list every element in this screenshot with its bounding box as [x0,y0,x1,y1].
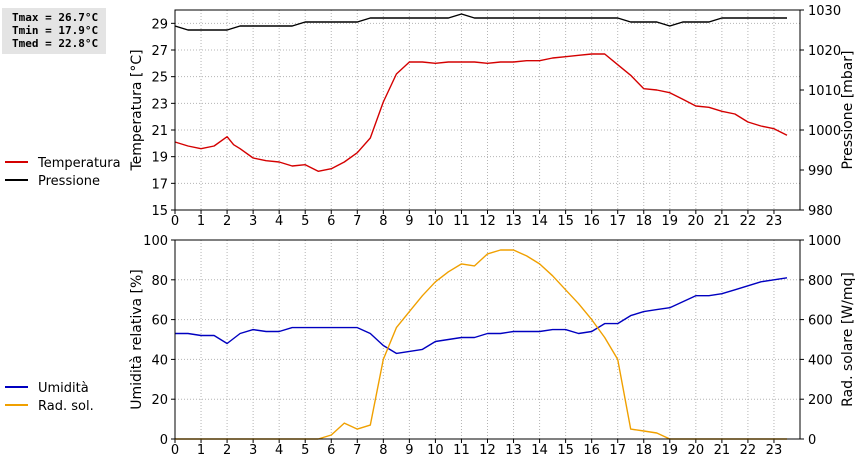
y2-tick-label: 800 [808,274,833,289]
x-tick-label: 3 [249,214,257,229]
y2-tick-label: 1020 [808,44,841,59]
x-tick-label: 17 [609,214,626,229]
legend-label-solar: Rad. sol. [38,399,94,414]
y-tick-label: 25 [151,71,168,86]
y-tick-label: 15 [151,204,168,219]
x-tick-label: 17 [609,443,626,458]
x-tick-label: 9 [405,443,413,458]
y2-tick-label: 1030 [808,4,841,19]
legend-label-humidity: Umidità [38,381,89,396]
stats-box: Tmax = 26.7°C Tmin = 17.9°C Tmed = 22.8°… [2,8,106,54]
y-axis-title: Temperatura [°C] [129,49,145,171]
y-tick-label: 27 [151,44,168,59]
tmax-label: Tmax = 26.7°C [12,11,99,24]
y2-tick-label: 0 [808,433,816,448]
y-tick-label: 23 [151,97,168,112]
y2-axis-title: Rad. solare [W/mq] [840,272,856,407]
series-line-solar [175,249,787,440]
plot-frame [174,239,801,440]
x-tick-label: 20 [688,214,705,229]
x-tick-label: 1 [197,214,205,229]
y-axis-title: Umidità relativa [%] [129,269,145,410]
y-tick-label: 29 [151,17,168,32]
y2-tick-label: 990 [808,164,833,179]
x-tick-label: 6 [327,214,335,229]
series-line-temperature [174,53,788,173]
x-tick-label: 20 [688,443,705,458]
x-tick-label: 10 [427,443,444,458]
x-tick-label: 22 [740,214,757,229]
humidity-solar-panel: 0 1 2 3 4 5 6 7 8 9 10 11 12 13 14 15 16 17 18 19 20 21 22 2302… [5,234,856,458]
x-tick-label: 3 [249,443,257,458]
x-tick-label: 0 [171,443,179,458]
y2-tick-label: 1010 [808,84,841,99]
y-tick-label: 100 [143,234,168,249]
y-tick-label: 17 [151,177,168,192]
x-tick-label: 13 [505,443,522,458]
x-tick-label: 18 [635,214,652,229]
x-tick-label: 19 [662,443,679,458]
temperature-pressure-panel: 0 1 2 3 4 5 6 7 8 9 10 11 12 13 14 15 16 17 18 19 20 21 22 2315… [5,4,856,229]
legend-label-temperature: Temperatura [37,156,121,171]
x-tick-label: 10 [427,214,444,229]
x-tick-label: 6 [327,443,335,458]
y2-axis-title: Pressione [mbar] [840,50,856,169]
x-tick-label: 19 [662,214,679,229]
x-tick-label: 13 [505,214,522,229]
x-tick-label: 7 [353,214,361,229]
x-tick-label: 1 [197,443,205,458]
x-tick-label: 4 [275,443,283,458]
x-tick-label: 12 [479,443,496,458]
x-tick-label: 12 [479,214,496,229]
series-line-pressure [174,13,787,31]
y2-tick-label: 400 [808,353,833,368]
series-line-humidity [175,277,788,355]
y-tick-label: 80 [151,274,168,289]
x-tick-label: 4 [275,214,283,229]
y-tick-label: 40 [151,353,168,368]
y2-tick-label: 600 [808,314,833,329]
x-tick-label: 14 [531,214,548,229]
x-tick-label: 2 [223,214,231,229]
x-tick-label: 14 [531,443,548,458]
x-tick-label: 23 [766,443,783,458]
legend-label-pressure: Pressione [38,174,100,189]
y2-tick-label: 980 [808,204,833,219]
x-tick-label: 11 [453,443,470,458]
y-tick-label: 0 [160,433,168,448]
x-tick-label: 8 [379,214,387,229]
y2-tick-label: 200 [808,393,833,408]
x-tick-label: 21 [714,214,731,229]
x-tick-label: 0 [171,214,179,229]
x-tick-label: 15 [557,443,574,458]
y-tick-label: 60 [151,314,168,329]
plot-frame [174,9,801,211]
x-tick-label: 8 [379,443,387,458]
x-tick-label: 2 [223,443,231,458]
x-tick-label: 23 [766,214,783,229]
x-tick-label: 7 [353,443,361,458]
y2-tick-label: 1000 [808,124,841,139]
x-tick-label: 18 [635,443,652,458]
x-tick-label: 11 [453,214,470,229]
x-tick-label: 22 [740,443,757,458]
x-tick-label: 16 [583,443,600,458]
x-tick-label: 21 [714,443,731,458]
x-tick-label: 5 [301,214,309,229]
y-tick-label: 19 [151,151,168,166]
y2-tick-label: 1000 [808,234,841,249]
tmed-label: Tmed = 22.8°C [12,37,99,50]
y-tick-label: 20 [151,393,168,408]
x-tick-label: 15 [557,214,574,229]
x-tick-label: 16 [583,214,600,229]
y-tick-label: 21 [151,124,168,139]
x-tick-label: 9 [405,214,413,229]
tmin-label: Tmin = 17.9°C [12,24,99,37]
x-tick-label: 5 [301,443,309,458]
